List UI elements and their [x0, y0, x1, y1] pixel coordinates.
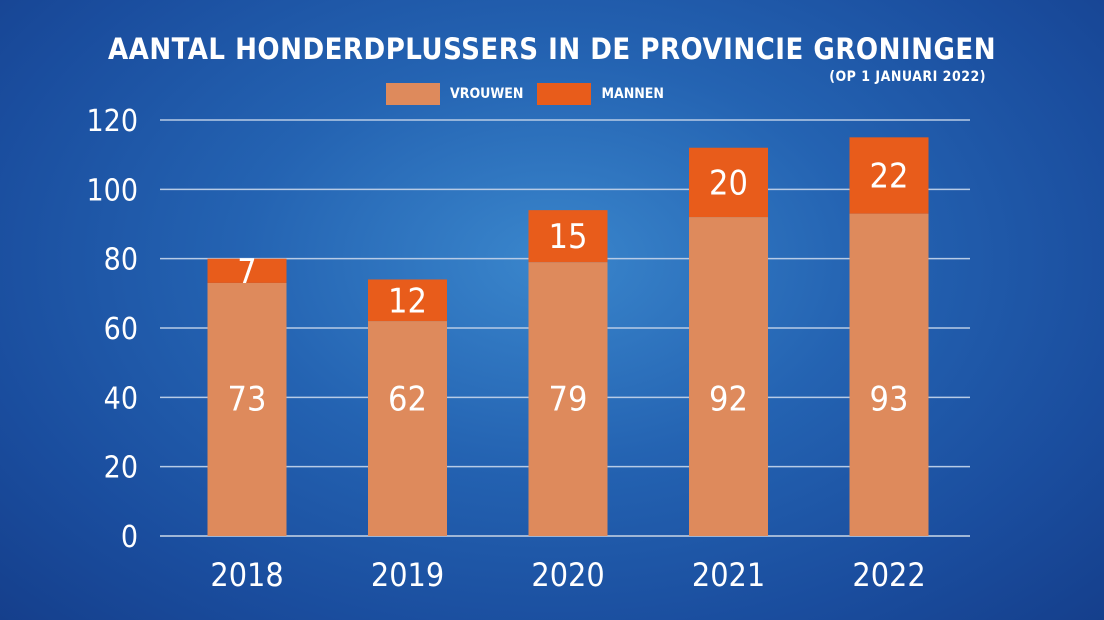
x-tick-label: 2018 [210, 556, 283, 594]
data-label-vrouwen: 73 [228, 379, 267, 419]
y-tick-label: 80 [104, 243, 138, 278]
y-tick-label: 0 [121, 520, 138, 555]
y-tick-label: 100 [86, 173, 138, 208]
data-label-mannen: 12 [388, 281, 427, 321]
y-tick-label: 20 [104, 451, 138, 486]
legend-item-vrouwen: VROUWEN [386, 83, 523, 105]
chart-subtitle: (OP 1 JANUARI 2022) [829, 69, 986, 85]
legend-item-mannen: MANNEN [537, 83, 664, 105]
bar-vrouwen-2021 [689, 217, 768, 537]
legend-label-mannen: MANNEN [601, 86, 664, 102]
bar-vrouwen-2019 [368, 321, 447, 536]
data-label-vrouwen: 92 [709, 379, 748, 419]
bar-mannen-2021 [689, 147, 768, 218]
bar-mannen-2018 [207, 258, 287, 283]
bar-vrouwen-2018 [207, 282, 287, 536]
data-label-vrouwen: 79 [549, 379, 588, 419]
data-label-mannen: 22 [870, 156, 909, 196]
data-label-mannen: 7 [237, 252, 256, 292]
chart-title: AANTAL HONDERDPLUSSERS IN DE PROVINCIE G… [107, 32, 997, 66]
y-tick-label: 60 [104, 312, 138, 347]
legend-label-vrouwen: VROUWEN [450, 86, 524, 102]
legend-swatch-mannen [537, 83, 592, 105]
y-tick-label: 120 [86, 104, 138, 139]
bar-mannen-2019 [368, 279, 447, 322]
data-label-vrouwen: 93 [870, 379, 909, 419]
bar-mannen-2020 [528, 210, 608, 263]
bar-vrouwen-2022 [849, 213, 929, 536]
x-tick-label: 2020 [531, 556, 604, 594]
data-label-mannen: 15 [549, 217, 588, 257]
legend: VROUWEN MANNEN [386, 83, 678, 105]
data-label-vrouwen: 62 [388, 379, 427, 419]
data-label-mannen: 20 [709, 163, 748, 203]
y-tick-label: 40 [104, 381, 138, 416]
legend-swatch-vrouwen [386, 83, 440, 105]
bar-mannen-2022 [849, 137, 929, 214]
x-tick-label: 2021 [692, 556, 765, 594]
x-tick-label: 2019 [371, 556, 444, 594]
x-tick-label: 2022 [852, 556, 925, 594]
bar-vrouwen-2020 [528, 262, 608, 536]
